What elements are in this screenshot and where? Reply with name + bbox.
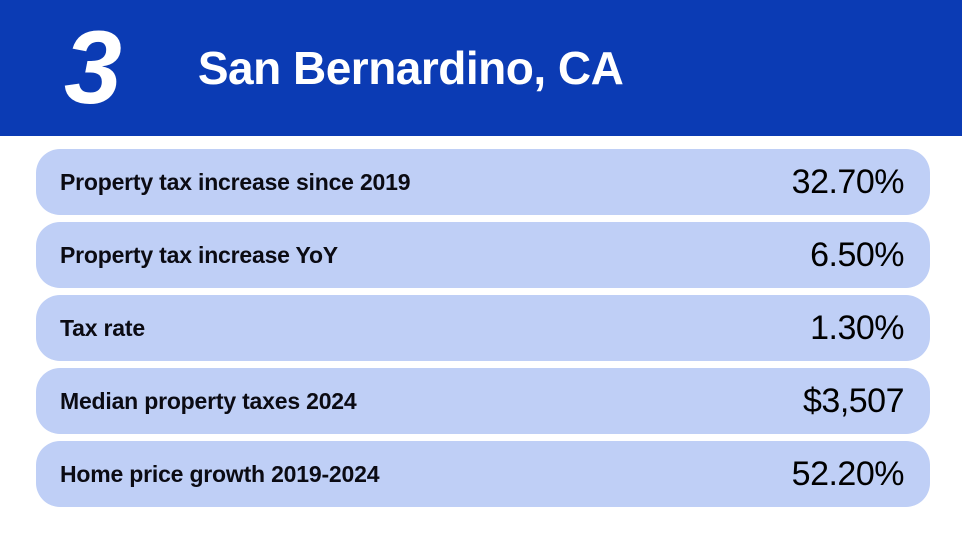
stats-list: Property tax increase since 2019 32.70% … [36, 149, 930, 507]
stat-label: Property tax increase YoY [60, 241, 338, 268]
stat-label: Property tax increase since 2019 [60, 168, 411, 195]
stat-row-median-property-taxes: Median property taxes 2024 $3,507 [36, 368, 930, 434]
stat-value: 52.20% [791, 454, 905, 493]
stat-value: 6.50% [810, 235, 904, 274]
stat-label: Home price growth 2019-2024 [60, 460, 380, 487]
stat-label: Tax rate [60, 314, 145, 341]
stat-row-property-tax-increase-yoy: Property tax increase YoY 6.50% [36, 222, 930, 288]
stat-value: 1.30% [810, 308, 904, 347]
rank-number: 3 [64, 10, 122, 126]
stat-row-tax-rate: Tax rate 1.30% [36, 295, 930, 361]
stat-label: Median property taxes 2024 [60, 387, 357, 414]
page-title: San Bernardino, CA [197, 42, 624, 94]
header-banner: 3 San Bernardino, CA [0, 0, 962, 136]
stat-value: $3,507 [803, 381, 905, 420]
stat-row-property-tax-increase-since-2019: Property tax increase since 2019 32.70% [36, 149, 930, 215]
stat-row-home-price-growth: Home price growth 2019-2024 52.20% [36, 441, 930, 507]
stat-value: 32.70% [791, 162, 905, 201]
